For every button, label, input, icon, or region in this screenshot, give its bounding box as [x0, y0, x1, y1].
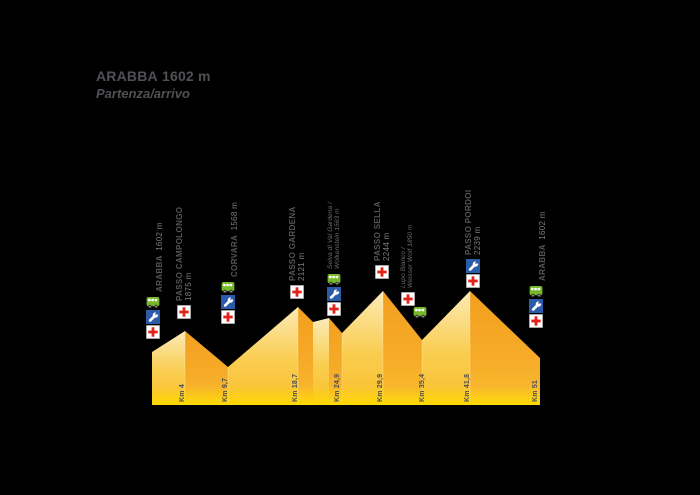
first-aid-icon — [327, 302, 341, 316]
km-marker: Km 4 — [179, 384, 186, 402]
waypoint-altitude: 1602 m — [538, 211, 547, 240]
first-aid-icon — [290, 285, 304, 299]
waypoint-name: ARABBA — [155, 255, 164, 292]
services-gardena — [290, 285, 304, 299]
km-marker: Km 29,9 — [377, 373, 384, 402]
waypoint-label-passo-sella: PASSO SELLA 2244 m — [373, 201, 391, 261]
services-campolongo — [177, 305, 191, 319]
waypoint-altitude: 1602 m — [155, 222, 164, 251]
waypoint-altitude: 2244 m — [381, 232, 391, 261]
waypoint-label-passo-pordoi: PASSO PORDOI 2239 m — [464, 190, 482, 255]
km-marker: Km 41,8 — [464, 373, 471, 402]
waypoint-altitude: 2239 m — [472, 226, 482, 255]
bus-icon — [146, 296, 160, 309]
bus-icon — [413, 306, 427, 319]
waypoint-label-lupo-bianco: Lupo Bianco / Weisser Wolf 1850 m — [400, 224, 414, 288]
waypoint-label-passo-gardena: PASSO GARDENA 2121 m — [288, 206, 306, 281]
services-corvara — [221, 281, 235, 324]
km-marker: Km 24,9 — [334, 373, 341, 402]
wrench-icon — [327, 287, 341, 301]
km-marker: Km 51 — [532, 379, 539, 402]
page-subtitle: Partenza/arrivo — [96, 86, 190, 101]
waypoint-altitude: Wolkenstein 1563 m — [334, 208, 341, 269]
page-title: ARABBA 1602 m — [96, 68, 211, 84]
waypoint-altitude: Weisser Wolf 1850 m — [407, 224, 414, 288]
wrench-icon — [466, 259, 480, 273]
waypoint-name: ARABBA — [538, 244, 547, 281]
waypoint-label-selva: Selva di Val Gardena / Wolkenstein 1563 … — [327, 202, 341, 269]
waypoint-label-arabba-start: ARABBA 1602 m — [149, 222, 167, 292]
first-aid-icon — [375, 265, 389, 279]
title-altitude: 1602 m — [161, 68, 211, 84]
waypoint-altitude: 1568 m — [230, 201, 239, 231]
bus-icon — [327, 273, 341, 286]
waypoint-altitude: 1875 m — [183, 272, 193, 301]
km-marker: Km 9,7 — [222, 377, 229, 402]
services-lupo-bianco — [401, 292, 415, 306]
waypoint-label-arabba-end: ARABBA 1602 m — [532, 211, 550, 281]
title-name: ARABBA — [96, 68, 158, 84]
km-marker: Km 35,4 — [419, 373, 426, 402]
first-aid-icon — [146, 325, 160, 339]
services-lupo-bianco-bus — [413, 306, 427, 319]
wrench-icon — [146, 310, 160, 324]
km-marker: Km 18,7 — [292, 373, 299, 402]
services-arabba-end — [529, 285, 543, 328]
services-sella — [375, 265, 389, 279]
first-aid-icon — [529, 314, 543, 328]
services-selva — [327, 273, 341, 316]
wrench-icon — [529, 299, 543, 313]
first-aid-icon — [177, 305, 191, 319]
bus-icon — [529, 285, 543, 298]
first-aid-icon — [401, 292, 415, 306]
first-aid-icon — [221, 310, 235, 324]
waypoint-name: Selva di Val Gardena / — [327, 202, 334, 269]
waypoint-name: CORVARA — [230, 234, 239, 277]
waypoint-altitude: 2121 m — [296, 252, 306, 281]
bus-icon — [221, 281, 235, 294]
waypoint-label-corvara: CORVARA 1568 m — [224, 202, 242, 277]
waypoint-name: Lupo Bianco / — [400, 246, 407, 288]
services-arabba-start — [146, 296, 160, 339]
first-aid-icon — [466, 274, 480, 288]
services-pordoi — [466, 259, 480, 288]
waypoint-label-passo-campolongo: PASSO CAMPOLONGO 1875 m — [175, 207, 193, 301]
wrench-icon — [221, 295, 235, 309]
